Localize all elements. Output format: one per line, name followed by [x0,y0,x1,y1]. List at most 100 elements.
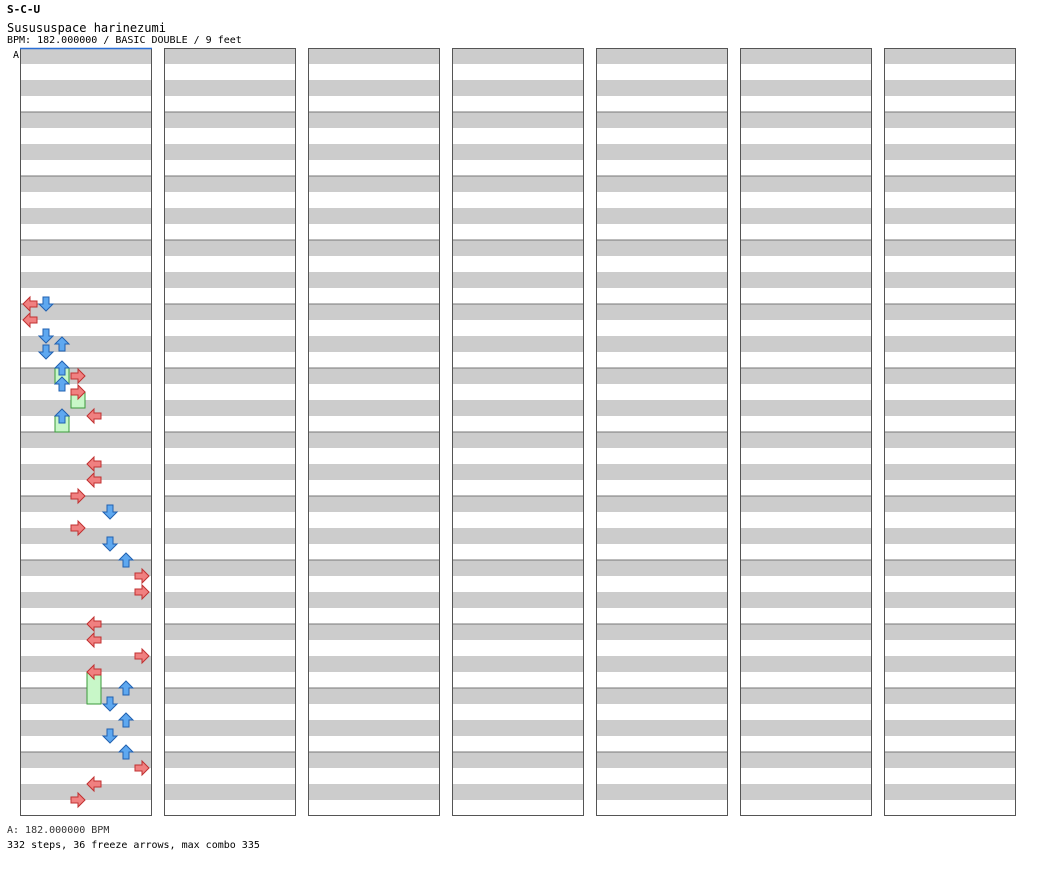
step-arrow [117,680,135,696]
beat-stripe [740,336,872,352]
beat-stripe [452,624,584,640]
beat-stripe [308,464,440,480]
column-border [884,48,1016,816]
beat-stripe [740,272,872,288]
beat-stripe [596,752,728,768]
beat-stripe [596,240,728,256]
beat-stripe [596,208,728,224]
beat-stripe [20,688,152,704]
beat-stripe [740,624,872,640]
step-arrow [134,759,150,777]
beat-stripe [884,432,1016,448]
beat-stripe [884,176,1016,192]
step-arrow [86,775,102,793]
column-border [740,48,872,816]
beat-stripe [20,240,152,256]
stats-footer: 332 steps, 36 freeze arrows, max combo 3… [7,840,260,851]
beat-stripe [308,688,440,704]
beat-stripe [20,48,152,64]
beat-stripe [452,720,584,736]
step-arrow [53,408,71,424]
beat-stripe [452,48,584,64]
column-border [596,48,728,816]
step-arrow [37,328,55,344]
beat-stripe [884,560,1016,576]
beat-stripe [740,144,872,160]
beat-stripe [308,592,440,608]
beat-stripe [20,336,152,352]
beat-stripe [164,560,296,576]
beat-stripe [596,656,728,672]
beat-stripe [884,528,1016,544]
chart-info: BPM: 182.000000 / BASIC DOUBLE / 9 feet [7,35,242,46]
beat-stripe [308,272,440,288]
beat-stripe [452,688,584,704]
song-title: Susususpace harinezumi [7,21,166,35]
beat-stripe [308,624,440,640]
beat-stripe [164,720,296,736]
beat-stripe [740,560,872,576]
beat-stripe [452,80,584,96]
beat-stripe [308,176,440,192]
beat-stripe [20,528,152,544]
beat-stripe [164,656,296,672]
beat-stripe [740,656,872,672]
chart-column [596,48,728,816]
beat-stripe [308,336,440,352]
beat-stripe [596,624,728,640]
beat-stripe [596,304,728,320]
beat-stripe [452,400,584,416]
beat-stripe [308,752,440,768]
beat-stripe [164,752,296,768]
beat-stripe [308,656,440,672]
beat-stripe [308,432,440,448]
column-border [452,48,584,816]
beat-stripe [164,336,296,352]
beat-stripe [884,240,1016,256]
step-arrow [101,504,119,520]
beat-stripe [20,368,152,384]
step-arrow [101,536,119,552]
beat-stripe [740,784,872,800]
beat-stripe [740,752,872,768]
beat-stripe [884,656,1016,672]
beat-stripe [164,240,296,256]
beat-stripe [452,528,584,544]
step-arrow [70,487,86,505]
beat-stripe [740,400,872,416]
chart-column [164,48,296,816]
beat-stripe [164,464,296,480]
beat-stripe [740,240,872,256]
beat-stripe [452,240,584,256]
beat-stripe [740,304,872,320]
bpm-footer: A: 182.000000 BPM [7,825,110,836]
section-marker: A [13,50,19,61]
beat-stripe [20,144,152,160]
beat-stripe [308,496,440,512]
step-arrow [70,519,86,537]
beat-stripe [596,336,728,352]
beat-stripe [308,368,440,384]
beat-stripe [884,784,1016,800]
beat-stripe [884,48,1016,64]
step-arrow [53,336,71,352]
beat-stripe [452,208,584,224]
chart-column [884,48,1016,816]
beat-stripe [164,624,296,640]
beat-stripe [164,432,296,448]
beat-stripe [164,304,296,320]
step-arrow [37,296,55,312]
beat-stripe [452,336,584,352]
beat-stripe [884,720,1016,736]
beat-stripe [20,400,152,416]
beat-stripe [884,496,1016,512]
column-border [164,48,296,816]
step-arrow [86,631,102,649]
beat-stripe [740,80,872,96]
step-arrow [86,407,102,425]
step-arrow [134,647,150,665]
beat-stripe [452,656,584,672]
step-arrow [70,791,86,809]
beat-stripe [740,112,872,128]
